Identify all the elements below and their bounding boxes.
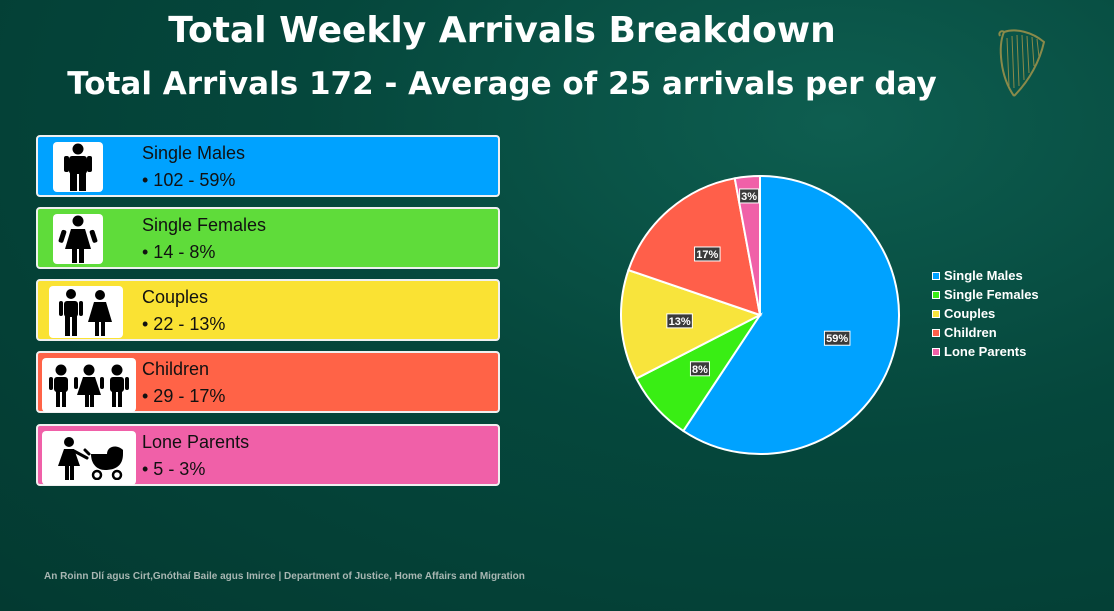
legend-swatch [932,328,940,337]
category-value: • 14 - 8% [142,242,216,262]
footer-text: An Roinn Dlí agus Cirt,Gnóthaí Baile agu… [44,571,525,582]
pie-slice-children [627,177,762,317]
legend-label: Couples [944,306,996,321]
pie-label-single-males: 59% [823,330,851,346]
page-subtitle: Total Arrivals 172 - Average of 25 arriv… [67,66,937,102]
category-card-children: Children • 29 - 17% [36,351,500,413]
category-card-lone-parents: Lone Parents • 5 - 3% [36,424,500,486]
pie-label-couples: 13% [666,313,693,329]
svg-text:59%: 59% [826,333,848,345]
category-card-couples: Couples • 22 - 13% [36,279,500,341]
legend-item-lone-parents: Lone Parents [932,342,1039,361]
lone-parent-icon [42,431,136,485]
chart-legend: Single Males Single Females Couples Childre… [932,266,1039,361]
svg-text:17%: 17% [696,249,718,261]
harp-logo-icon [998,29,1046,97]
legend-swatch [932,290,940,299]
legend-label: Lone Parents [944,344,1027,359]
pie-slice-single-males [681,174,900,455]
legend-item-children: Children [932,323,1039,342]
couple-icon [49,286,123,338]
category-value: • 102 - 59% [142,170,236,190]
category-card-single-females: Single Females • 14 - 8% [36,207,500,269]
category-label: Single Females [142,215,267,235]
legend-label: Single Males [944,268,1023,283]
pie-label-lone-parents: 3% [739,188,760,204]
single-female-icon [53,214,103,264]
legend-swatch [932,271,940,280]
page-title: Total Weekly Arrivals Breakdown [168,10,836,51]
svg-text:3%: 3% [741,191,757,203]
legend-item-couples: Couples [932,304,1039,323]
category-value: • 5 - 3% [142,459,206,479]
svg-text:13%: 13% [669,316,691,328]
category-value: • 29 - 17% [142,386,226,406]
pie-label-single-females: 8% [689,361,710,377]
legend-swatch [932,347,940,356]
category-label: Single Males [142,143,246,163]
pie-slice-lone-parents [733,174,761,316]
pie-slice-single-females [635,312,763,433]
legend-item-single-males: Single Males [932,266,1039,285]
pie-slice-couples [620,268,763,380]
legend-item-single-females: Single Females [932,285,1039,304]
pie-label-children: 17% [694,246,721,262]
single-male-icon [53,142,103,192]
svg-text:8%: 8% [692,364,708,376]
category-value: • 22 - 13% [142,314,226,334]
category-label: Lone Parents [142,432,250,452]
legend-label: Children [944,325,997,340]
legend-label: Single Females [944,287,1039,302]
children-icon [42,358,136,412]
category-label: Couples [142,287,209,307]
legend-swatch [932,309,940,318]
category-label: Children [142,359,210,379]
category-card-single-males: Single Males • 102 - 59% [36,135,500,197]
